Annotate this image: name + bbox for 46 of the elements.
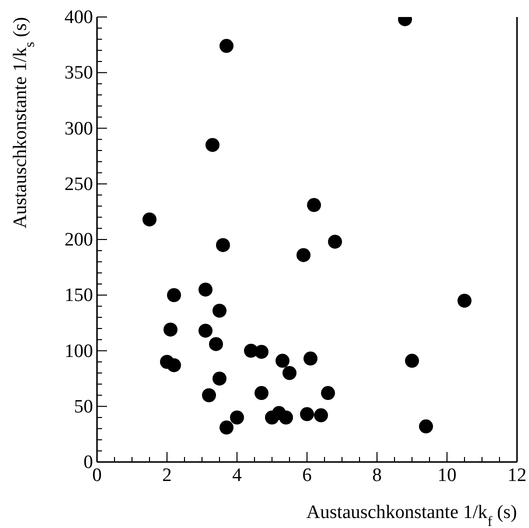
point: [142, 212, 156, 226]
point: [198, 324, 212, 338]
x-axis-title: Austauschkonstante 1/k$_{f}$ (s): [306, 502, 517, 528]
point: [419, 419, 433, 434]
point: [220, 38, 234, 53]
y-tick-label: 200: [64, 230, 93, 250]
point: [296, 248, 310, 262]
y-tick-label: 400: [64, 7, 93, 28]
point: [167, 288, 181, 302]
point: [164, 322, 178, 337]
point: [167, 358, 181, 372]
x-tick-label: 6: [302, 465, 312, 486]
point: [276, 354, 290, 368]
point: [314, 408, 328, 422]
point: [230, 410, 244, 424]
y-tick-label: 100: [64, 340, 93, 362]
point: [300, 407, 314, 422]
x-tick-label: 4: [232, 465, 242, 486]
point: [321, 386, 335, 400]
x-tick-label: 12: [508, 465, 526, 486]
point: [304, 352, 318, 366]
point: [209, 337, 223, 352]
point: [254, 344, 268, 359]
point: [212, 304, 226, 318]
point: [198, 282, 212, 297]
point: [307, 198, 321, 212]
point: [212, 372, 226, 386]
point: [216, 238, 230, 252]
point: [405, 354, 419, 368]
point: [328, 234, 342, 249]
y-tick-label: 250: [64, 174, 93, 195]
x-tick-label: 10: [438, 465, 456, 486]
point: [202, 388, 216, 402]
point: [220, 420, 234, 435]
x-tick-label: 8: [372, 465, 382, 486]
y-tick-label: 350: [64, 62, 93, 84]
point: [458, 294, 472, 308]
y-tick-label: 0: [84, 452, 93, 473]
y-tick-label: 150: [64, 285, 93, 306]
x-tick-label: 2: [162, 465, 172, 486]
point: [254, 386, 268, 400]
y-tick-label: 50: [74, 396, 93, 418]
y-tick-label: 300: [64, 118, 93, 140]
point: [206, 138, 220, 152]
point: [282, 366, 296, 380]
point: [279, 410, 293, 424]
